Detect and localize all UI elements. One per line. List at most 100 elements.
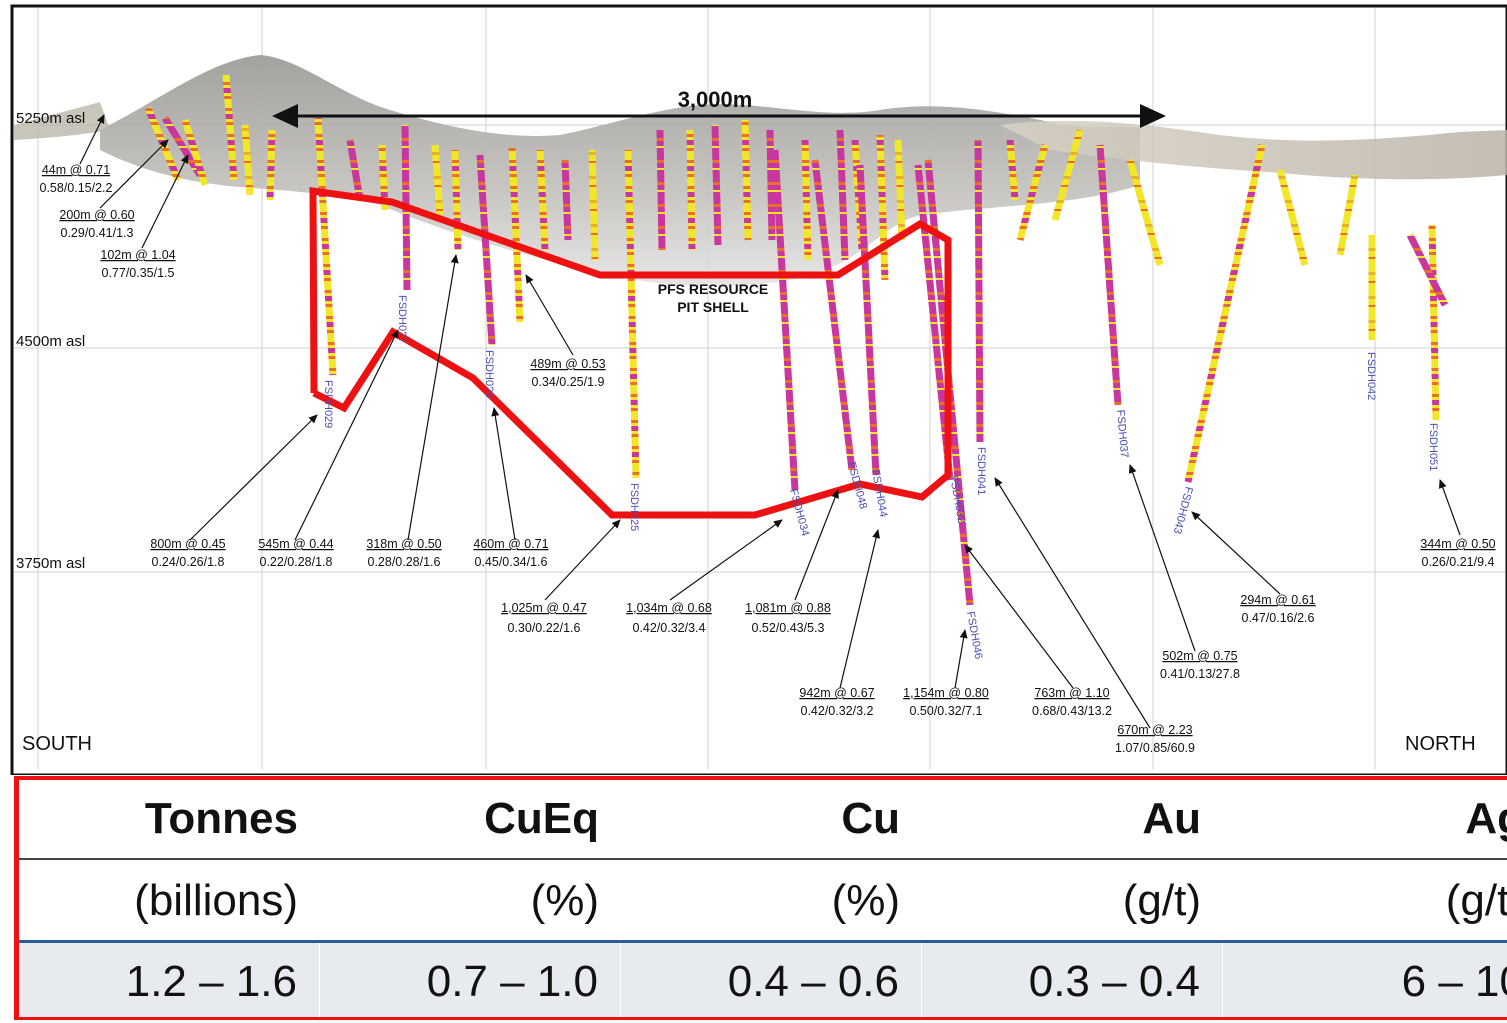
interval-top: 460m @ 0.71 bbox=[473, 537, 548, 551]
terrain-left-hill bbox=[14, 102, 110, 140]
interval-grades: 0.47/0.16/2.6 bbox=[1242, 611, 1315, 625]
interval-top: 489m @ 0.53 bbox=[530, 357, 605, 371]
unit-au: (g/t) bbox=[1122, 876, 1201, 925]
drill-trace bbox=[561, 159, 572, 241]
interval-top: 545m @ 0.44 bbox=[258, 537, 333, 551]
interval-top: 44m @ 0.71 bbox=[42, 163, 110, 177]
drill-trace bbox=[1051, 129, 1084, 221]
interval-grades: 0.68/0.43/13.2 bbox=[1032, 704, 1112, 718]
drill-trace bbox=[1126, 159, 1164, 266]
drill-trace bbox=[1006, 139, 1019, 201]
elevation-label: 3750m asl bbox=[16, 555, 85, 572]
interval-top: 800m @ 0.45 bbox=[150, 537, 225, 551]
interval-grades: 0.77/0.35/1.5 bbox=[102, 266, 175, 280]
hole-label: FSDH037 bbox=[1114, 409, 1130, 458]
drill-trace bbox=[894, 139, 906, 241]
header-tonnes: Tonnes bbox=[144, 794, 298, 843]
header-cueq: CuEq bbox=[484, 794, 599, 843]
drill-trace bbox=[266, 129, 276, 201]
span-arrow bbox=[272, 104, 1166, 128]
drill-trace bbox=[1406, 233, 1449, 307]
interval-grades: 0.45/0.34/1.6 bbox=[475, 555, 548, 569]
unit-cueq: (%) bbox=[530, 876, 599, 925]
interval-top: 344m @ 0.50 bbox=[1420, 537, 1495, 551]
drill-trace bbox=[656, 129, 666, 251]
drill-trace bbox=[431, 144, 444, 216]
interval-grades: 0.24/0.26/1.8 bbox=[152, 555, 225, 569]
elevation-label: 4500m asl bbox=[16, 333, 85, 350]
drill-trace bbox=[876, 134, 889, 281]
hole-label: FSDH051 bbox=[1427, 423, 1439, 471]
drill-trace bbox=[741, 119, 752, 241]
drill-trace bbox=[1096, 144, 1122, 406]
interval-top: 942m @ 0.67 bbox=[799, 686, 874, 700]
interval-grades: 0.34/0.25/1.9 bbox=[532, 375, 605, 389]
terrain-right bbox=[1000, 120, 1507, 180]
value-tonnes: 1.2 – 1.6 bbox=[19, 943, 320, 1017]
drill-trace bbox=[314, 117, 337, 376]
header-au: Au bbox=[1142, 794, 1201, 843]
interval-grades: 0.29/0.41/1.3 bbox=[61, 226, 134, 240]
drill-trace bbox=[801, 139, 812, 261]
value-cu: 0.4 – 0.6 bbox=[621, 943, 922, 1017]
unit-ag: (g/t) bbox=[1445, 876, 1507, 925]
hole-label: FSDH029 bbox=[322, 380, 334, 428]
pit-shell-label: PFS RESOURCE bbox=[658, 281, 768, 297]
span-label: 3,000m bbox=[678, 87, 753, 112]
drill-trace bbox=[222, 74, 238, 181]
hole-label: FSDH042 bbox=[1365, 352, 1377, 400]
interval-grades: 0.30/0.22/1.6 bbox=[508, 621, 581, 635]
drill-trace bbox=[508, 147, 524, 323]
interval-grades: 0.42/0.32/3.2 bbox=[801, 704, 874, 718]
drill-trace bbox=[766, 129, 776, 241]
interval-top: 318m @ 0.50 bbox=[366, 537, 441, 551]
hole-label: FSDH0?0 bbox=[483, 350, 495, 398]
hole-label: FSDH025 bbox=[628, 483, 640, 531]
drill-trace bbox=[1184, 144, 1266, 483]
interval-top: 200m @ 0.60 bbox=[59, 208, 134, 222]
table-header-row: Tonnes CuEq Cu Au Ag bbox=[19, 776, 1507, 860]
drill-trace bbox=[536, 149, 549, 251]
drill-trace bbox=[588, 149, 599, 261]
value-cueq: 0.7 – 1.0 bbox=[320, 943, 621, 1017]
interval-annotations: 44m @ 0.71 0.58/0.15/2.2 200m @ 0.60 0.2… bbox=[40, 163, 1496, 755]
drill-trace bbox=[811, 159, 856, 471]
pit-shell-label: PIT SHELL bbox=[677, 299, 749, 315]
interval-grades: 1.07/0.85/60.9 bbox=[1115, 741, 1195, 755]
drill-trace bbox=[1276, 169, 1309, 266]
drill-trace bbox=[1016, 144, 1049, 241]
header-ag: Ag bbox=[1465, 794, 1507, 843]
unit-tonnes: (billions) bbox=[134, 876, 298, 925]
drill-trace bbox=[711, 124, 722, 246]
drill-trace bbox=[771, 149, 799, 491]
drill-trace bbox=[451, 149, 462, 251]
interval-top: 1,154m @ 0.80 bbox=[903, 686, 989, 700]
value-ag: 6 – 10 bbox=[1401, 957, 1507, 1006]
interval-grades: 0.50/0.32/7.1 bbox=[910, 704, 983, 718]
drill-trace bbox=[181, 118, 209, 187]
interval-grades: 0.58/0.15/2.2 bbox=[40, 181, 113, 195]
interval-top: 102m @ 1.04 bbox=[100, 248, 175, 262]
header-cu: Cu bbox=[841, 794, 900, 843]
leader-lines bbox=[79, 114, 1461, 729]
interval-grades: 0.26/0.21/9.4 bbox=[1422, 555, 1495, 569]
interval-top: 502m @ 0.75 bbox=[1162, 649, 1237, 663]
drill-trace bbox=[836, 129, 849, 261]
drill-trace bbox=[974, 139, 984, 443]
drill-trace bbox=[686, 129, 696, 251]
drill-trace bbox=[346, 139, 364, 201]
interval-grades: 0.41/0.13/27.8 bbox=[1160, 667, 1240, 681]
table-units-row: (billions) (%) (%) (g/t) (g/t) bbox=[19, 860, 1507, 943]
direction-north: NORTH bbox=[1405, 733, 1476, 755]
elevation-label: 5250m asl bbox=[16, 110, 85, 127]
resource-table: Tonnes CuEq Cu Au Ag (billions) (%) (%) … bbox=[14, 776, 1507, 1020]
table-values-row: 1.2 – 1.6 0.7 – 1.0 0.4 – 0.6 0.3 – 0.4 … bbox=[19, 943, 1507, 1017]
interval-top: 1,034m @ 0.68 bbox=[626, 601, 712, 615]
hole-label: FSDH0?7 bbox=[396, 295, 408, 343]
drill-trace bbox=[624, 149, 640, 479]
cross-section-diagram: 3,000m PFS RESOURCE PIT SHELL 5250m asl … bbox=[10, 4, 1507, 775]
drill-trace bbox=[1428, 224, 1440, 421]
pit-shell-outline bbox=[309, 186, 952, 519]
interval-top: 670m @ 2.23 bbox=[1117, 723, 1192, 737]
unit-cu: (%) bbox=[831, 876, 900, 925]
